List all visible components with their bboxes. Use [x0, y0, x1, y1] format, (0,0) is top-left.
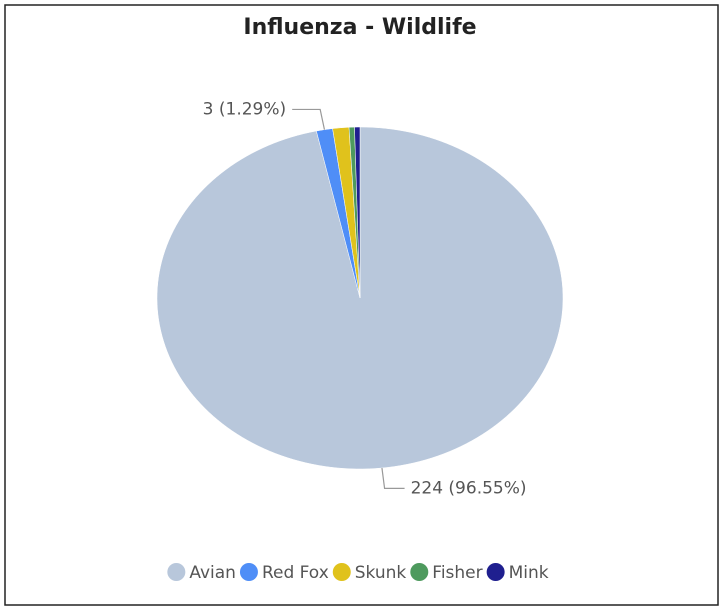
data-label: 224 (96.55%): [411, 478, 527, 498]
legend-marker: [332, 563, 351, 581]
legend-marker: [486, 563, 505, 581]
legend-label: Red Fox: [262, 563, 329, 583]
leader-line: [292, 108, 326, 130]
chart-title: Influenza - Wildlife: [243, 15, 476, 40]
legend-label: Skunk: [355, 563, 407, 583]
pie-slice: [354, 126, 361, 299]
legend-label: Fisher: [432, 563, 482, 583]
legend-label: Mink: [509, 563, 549, 583]
legend-marker: [167, 563, 186, 581]
legend-label: Avian: [189, 563, 236, 583]
legend-marker: [239, 563, 258, 581]
legend-marker: [410, 563, 429, 581]
data-label: 3 (1.29%): [203, 99, 287, 119]
leader-line: [381, 467, 405, 489]
